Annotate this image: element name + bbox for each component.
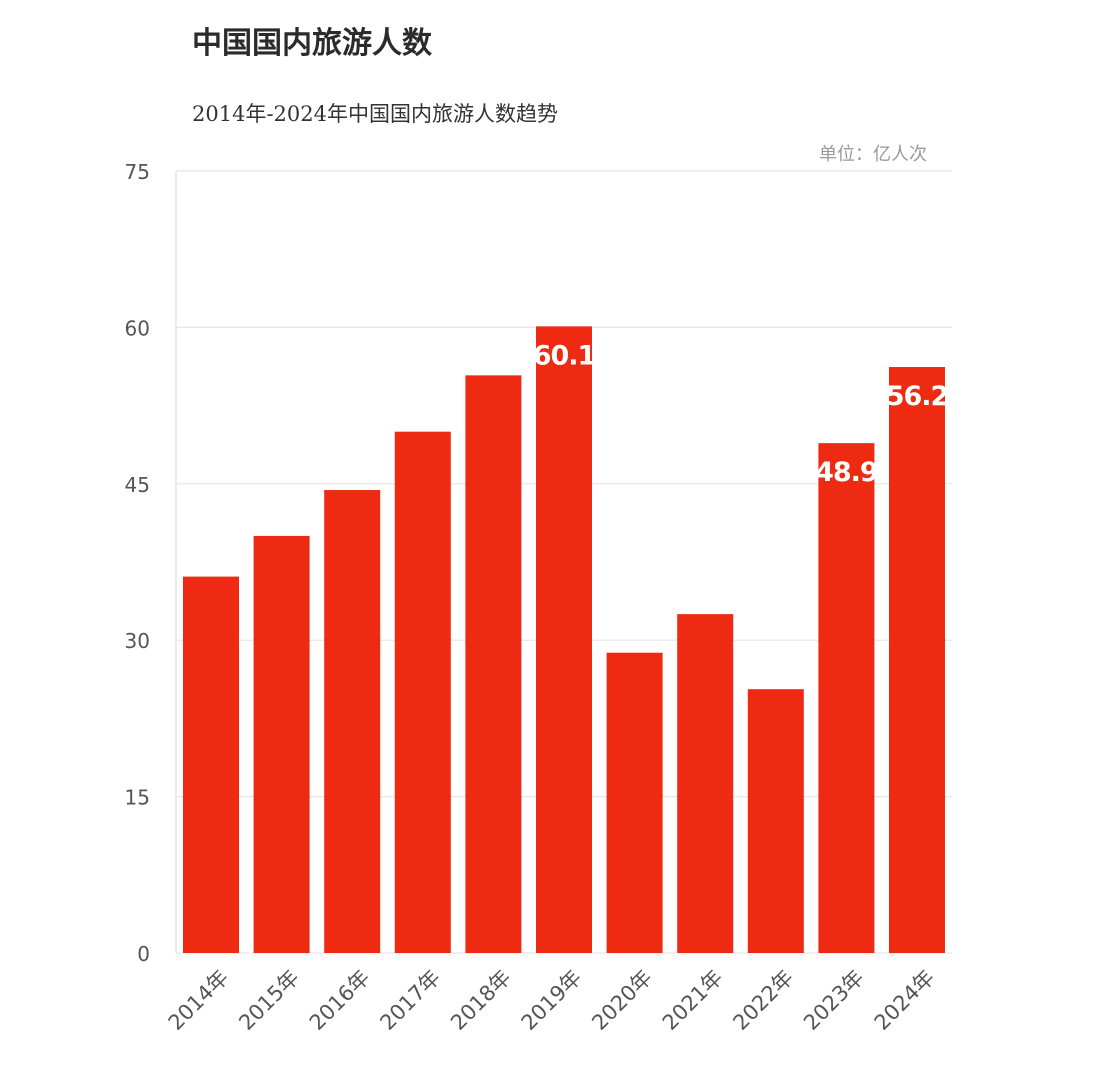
y-tick-label: 0 [137,942,150,966]
x-axis: 2014年 2015年 2016年 2017年 2018年 2019年 2020年 2021年… [164,965,940,1035]
data-label: 60.1 [533,340,596,371]
x-tick-label: 2017年 [375,965,445,1035]
bar-2017年 [394,431,451,954]
data-labels: 60.1 48.9 56.2 [533,340,950,488]
data-label: 56.2 [886,381,949,412]
x-tick-label: 2016年 [305,965,375,1035]
y-tick-label: 60 [125,316,150,340]
y-axis: 0 15 30 45 60 75 [125,160,177,966]
y-tick-label: 30 [125,629,150,653]
x-tick-label: 2021年 [658,965,728,1035]
x-tick-label: 2018年 [446,965,516,1035]
x-tick-label: 2024年 [870,965,940,1035]
x-tick-label: 2015年 [234,965,304,1035]
x-tick-label: 2014年 [164,965,234,1035]
x-tick-label: 2023年 [799,965,869,1035]
chart-subtitle: 2014年-2024年中国国内旅游人数趋势 [192,102,558,126]
x-tick-label: 2019年 [517,965,587,1035]
bar-2018年 [465,375,522,953]
unit-label: 单位：亿人次 [819,144,927,165]
bar-2016年 [324,490,381,953]
x-tick-label: 2020年 [587,965,657,1035]
bar-2024年 [889,367,945,953]
bar-2015年 [253,535,310,953]
x-tick-label: 2022年 [728,965,798,1035]
bar-2014年 [183,576,239,953]
y-tick-label: 45 [125,473,150,497]
bar-2020年 [606,652,663,953]
y-tick-label: 15 [125,786,150,810]
data-label: 48.9 [815,457,878,488]
bars [183,326,945,954]
y-tick-label: 75 [125,160,150,184]
bar-2022年 [747,689,804,953]
bar-2023年 [818,443,875,953]
bar-2019年 [536,326,592,954]
chart-title: 中国国内旅游人数 [192,26,432,61]
bar-2021年 [677,614,734,953]
